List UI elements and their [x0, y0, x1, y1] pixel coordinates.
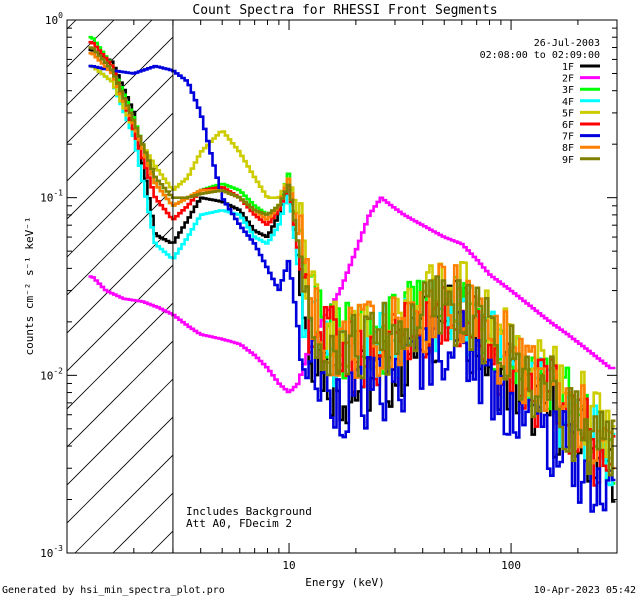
hatched-region	[67, 20, 640, 553]
hatch-line	[67, 378, 173, 486]
y-tick-label: 100	[45, 11, 63, 27]
series-lines	[88, 35, 616, 513]
chart-title: Count Spectra for RHESSI Front Segments	[192, 3, 497, 18]
y-tick-label: 10-3	[40, 544, 63, 560]
annotation-background: Includes Background	[186, 505, 312, 518]
legend-label-3F: 3F	[562, 85, 574, 96]
annotation-attenuator: Att A0, FDecim 2	[186, 517, 292, 530]
date-label: 26-Jul-2003	[534, 38, 600, 49]
hatch-line	[67, 20, 77, 30]
series-line-8F	[88, 51, 616, 470]
hatch-line	[74, 454, 173, 553]
series-line-2F	[88, 196, 616, 394]
series-line-5F	[88, 64, 616, 460]
legend-label-4F: 4F	[562, 97, 574, 108]
generated-by-label: Generated by hsi_min_spectra_plot.pro	[2, 585, 225, 596]
hatch-line	[67, 188, 173, 296]
legend-label-2F: 2F	[562, 74, 574, 85]
x-tick-label: 10	[282, 559, 295, 572]
legend-label-8F: 8F	[562, 143, 574, 154]
y-tick-label: 10-1	[40, 189, 63, 205]
y-tick-label: 10-2	[40, 366, 63, 382]
series-line-7F	[88, 64, 616, 513]
x-axis-label: Energy (keV)	[305, 576, 384, 589]
plot-frame	[66, 19, 618, 554]
legend-label-1F: 1F	[562, 62, 574, 73]
hatch-line	[67, 416, 173, 524]
hatch-line	[67, 20, 115, 68]
y-tick-labels: 100 10-1 10-2 10-3	[40, 11, 63, 560]
hatch-line	[67, 74, 173, 182]
hatch-line	[569, 20, 640, 553]
legend-label-5F: 5F	[562, 108, 574, 119]
x-tick-label: 100	[501, 559, 521, 572]
axis-ticks	[66, 19, 618, 554]
x-tick-labels: 10 100	[282, 559, 521, 572]
timestamp-label: 10-Apr-2023 05:42	[534, 585, 636, 596]
y-axis-label: counts cm⁻² s⁻¹ keV⁻¹	[23, 216, 36, 355]
hatch-line	[67, 264, 173, 372]
series-line-9F	[88, 46, 616, 477]
hatch-line	[67, 302, 173, 410]
hatch-line	[67, 36, 173, 144]
hatch-line	[67, 112, 173, 220]
series-line-1F	[88, 48, 616, 503]
legend-label-7F: 7F	[562, 132, 574, 143]
legend-label-9F: 9F	[562, 155, 574, 166]
hatch-line	[112, 492, 173, 553]
time-range-label: 02:08:00 to 02:09:00	[480, 50, 600, 61]
hatch-line	[67, 226, 173, 334]
legend-label-6F: 6F	[562, 120, 574, 131]
